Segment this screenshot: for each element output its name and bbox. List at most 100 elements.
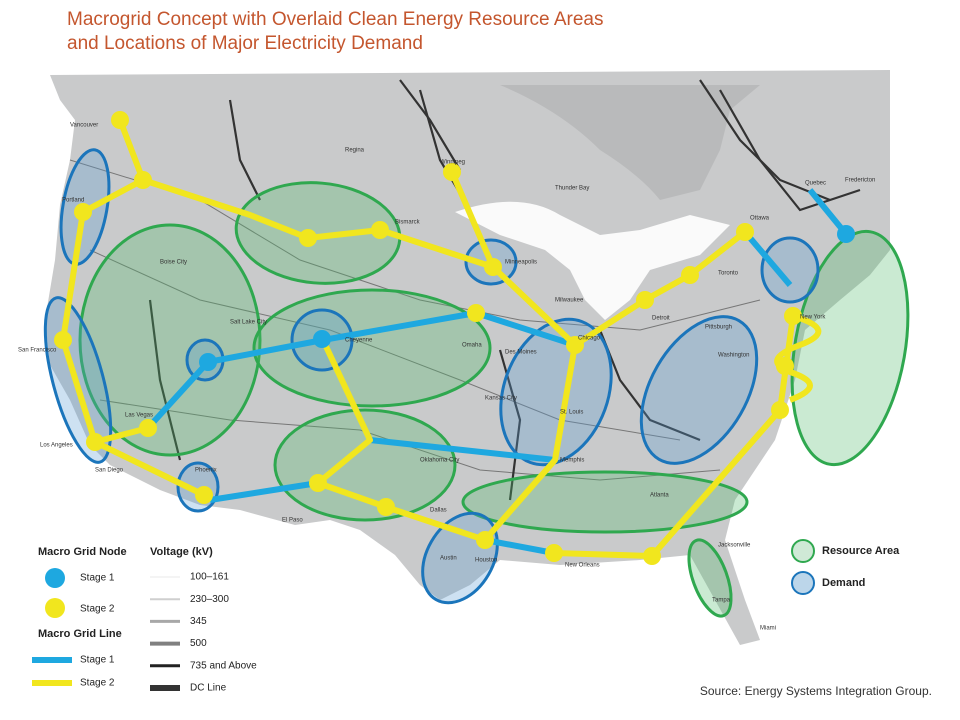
resource-area	[461, 470, 749, 534]
city-label: Detroit	[652, 316, 670, 322]
node-stage2	[86, 433, 104, 451]
grid-line-stage2	[60, 118, 149, 445]
resource-area	[78, 223, 262, 457]
city-label: Pittsburgh	[705, 325, 732, 331]
city-label: Dallas	[430, 508, 447, 514]
transmission-line	[148, 299, 182, 461]
city-label: Las Vegas	[125, 413, 153, 419]
city-label: Washington	[718, 353, 749, 359]
city-label: Omaha	[462, 343, 482, 349]
macro-grid	[54, 111, 855, 565]
legend-label: Demand	[822, 577, 865, 589]
grid-line-stage2	[573, 229, 747, 348]
city-label: Jacksonville	[718, 543, 751, 549]
grid-line-stage1	[322, 310, 477, 343]
node-stage2	[736, 223, 754, 241]
city-label: Kansas City	[485, 396, 517, 402]
grid-line-stage2	[482, 344, 578, 542]
city-label: Salt Lake City	[230, 320, 267, 326]
city-label: Vancouver	[70, 123, 98, 129]
legend-label: 500	[190, 638, 207, 649]
legend-label: Stage 1	[80, 573, 115, 584]
grid-line-stage1	[369, 437, 556, 463]
city-label: Des Moines	[505, 350, 537, 356]
city-label: Oklahoma City	[420, 458, 459, 464]
node-stage2	[111, 111, 129, 129]
city-label: Winnipeg	[440, 160, 465, 166]
city-label: El Paso	[282, 518, 303, 524]
legend: Macro Grid Node Stage 1 Stage 2 Macro Gr…	[32, 539, 900, 694]
city-label: Fredericton	[845, 178, 875, 184]
city-label: Ottawa	[750, 216, 770, 222]
transmission-line	[719, 89, 861, 212]
demand-area	[499, 317, 613, 467]
demand-area	[639, 315, 759, 465]
city-label: New Orleans	[565, 563, 600, 569]
city-label: Chicago	[578, 336, 601, 342]
node-stage2	[484, 258, 502, 276]
node-stage2	[566, 336, 584, 354]
node-stage2	[476, 531, 494, 549]
legend-label: Stage 2	[80, 678, 115, 689]
node-stage2	[784, 307, 802, 325]
node-stage2	[636, 291, 654, 309]
city-label: Quebec	[805, 181, 826, 187]
node-stage2	[299, 229, 317, 247]
node-stage2	[643, 547, 661, 565]
city-label: Minneapolis	[505, 260, 537, 266]
node-stage1	[837, 225, 855, 243]
legend-title: Macro Grid Line	[38, 628, 122, 640]
city-label: San Francisco	[18, 348, 57, 354]
legend-label: 345	[190, 616, 207, 627]
grid-line-stage2	[93, 439, 206, 498]
base-map	[45, 70, 890, 645]
grid-line-stage1	[209, 480, 319, 503]
city-label: New York	[800, 315, 826, 321]
source: Source: Energy Systems Integration Group…	[700, 684, 932, 698]
city-label: Tampa	[712, 598, 731, 604]
title: Macrogrid Concept with Overlaid Clean En…	[67, 9, 603, 30]
city-label: Toronto	[718, 271, 739, 277]
legend-title: Macro Grid Node	[38, 546, 127, 558]
legend-area	[791, 539, 815, 563]
title: and Locations of Major Electricity Deman…	[67, 33, 423, 54]
city-labels: Vancouver Regina Winnipeg Thunder Bay Quebec…	[18, 123, 875, 632]
city-label: Milwaukee	[555, 298, 584, 304]
transmission-line	[228, 99, 261, 201]
city-label: Cheyenne	[345, 338, 373, 344]
node-stage2	[681, 266, 699, 284]
node-stage2	[195, 486, 213, 504]
city-label: Atlanta	[650, 493, 669, 499]
node-stage2	[443, 163, 461, 181]
node-stage2	[134, 171, 152, 189]
legend-title: Voltage (kV)	[150, 546, 213, 558]
resource-area	[687, 538, 733, 618]
transmission-line	[99, 399, 721, 481]
legend-label: Stage 2	[80, 604, 115, 615]
legend-label: 230–300	[190, 594, 229, 605]
legend-label: DC Line	[190, 683, 227, 694]
grid-line-stage1	[475, 310, 576, 348]
node-stage2	[309, 474, 327, 492]
city-label: St. Louis	[560, 410, 583, 416]
grid-line-stage2	[774, 313, 822, 403]
demand-area	[760, 236, 820, 304]
legend-label: 735 and Above	[190, 660, 257, 671]
node-stage2	[377, 498, 395, 516]
node-stage2	[139, 419, 157, 437]
legend-label: Stage 1	[80, 655, 115, 666]
node-stage2	[467, 304, 485, 322]
node-stage2	[54, 331, 72, 349]
node-stage2	[74, 203, 92, 221]
node-stage1	[313, 330, 331, 348]
legend-label: Resource Area	[822, 545, 900, 557]
city-label: Bismarck	[395, 220, 421, 226]
node-stage1	[199, 353, 217, 371]
city-label: Houston	[475, 558, 497, 564]
node-stage2	[776, 357, 794, 375]
resource-area	[273, 408, 457, 522]
node-stage2	[545, 544, 563, 562]
transmission-line	[89, 249, 681, 441]
city-label: San Diego	[95, 468, 124, 474]
